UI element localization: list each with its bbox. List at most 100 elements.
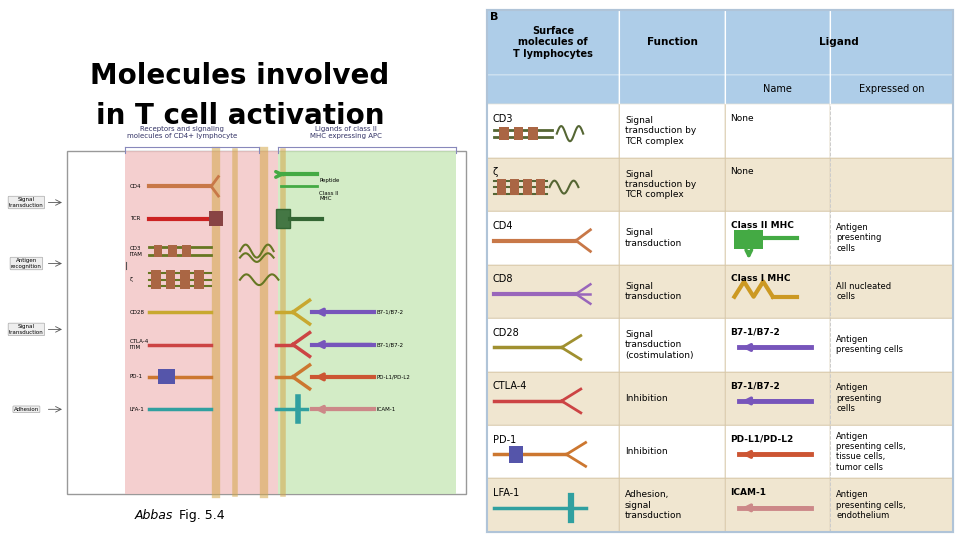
Text: Antigen
recognition: Antigen recognition — [11, 258, 42, 269]
Text: Class I MHC: Class I MHC — [731, 274, 790, 284]
Text: Antigen
presenting
cells: Antigen presenting cells — [836, 383, 881, 413]
Text: PD-L1/PD-L2: PD-L1/PD-L2 — [731, 435, 794, 444]
Bar — [522, 179, 532, 195]
Bar — [619, 478, 725, 532]
Text: LFA-1: LFA-1 — [493, 488, 519, 498]
Bar — [154, 245, 162, 257]
Bar — [725, 318, 830, 372]
Text: Antigen
presenting
cells: Antigen presenting cells — [836, 223, 881, 253]
Bar — [487, 318, 619, 372]
Text: Signal
transduction: Signal transduction — [625, 228, 683, 247]
Text: CD28: CD28 — [130, 309, 145, 315]
Bar — [619, 372, 725, 425]
Bar — [510, 179, 519, 195]
Bar — [830, 478, 952, 532]
Bar — [487, 478, 619, 532]
Text: All nucleated
cells: All nucleated cells — [836, 282, 891, 301]
Bar — [497, 179, 507, 195]
Bar — [208, 211, 223, 226]
Bar — [166, 270, 176, 289]
Text: ζ: ζ — [130, 277, 132, 282]
Text: Class II
MHC: Class II MHC — [319, 191, 339, 201]
Text: ICAM-1: ICAM-1 — [376, 407, 396, 412]
FancyBboxPatch shape — [67, 151, 466, 494]
Text: Inhibition: Inhibition — [625, 394, 667, 403]
Text: Signal
transduction
(costimulation): Signal transduction (costimulation) — [625, 330, 693, 360]
Text: B7-1/B7-2: B7-1/B7-2 — [376, 309, 404, 315]
Bar — [182, 245, 191, 257]
Bar — [487, 104, 619, 158]
Bar — [725, 425, 830, 478]
Text: Ligands of class II
MHC expressing APC: Ligands of class II MHC expressing APC — [310, 126, 381, 139]
Bar — [725, 158, 830, 211]
Bar — [725, 10, 830, 75]
Text: Receptors and signaling
molecules of CD4+ lymphocyte: Receptors and signaling molecules of CD4… — [128, 126, 237, 139]
Bar — [619, 10, 725, 75]
Bar — [830, 10, 952, 75]
Bar — [830, 372, 952, 425]
Text: PD-1: PD-1 — [130, 374, 143, 380]
Bar — [619, 211, 725, 265]
Bar — [725, 75, 830, 104]
Bar — [725, 104, 830, 158]
Bar — [487, 158, 619, 211]
Text: CTLA-4
ITIM: CTLA-4 ITIM — [130, 339, 149, 350]
Bar — [725, 211, 830, 265]
Bar — [499, 127, 509, 140]
Text: CD4: CD4 — [493, 221, 514, 231]
Text: Class II MHC: Class II MHC — [731, 221, 793, 230]
Bar — [830, 318, 952, 372]
Text: Surface
molecules of
T lymphocytes: Surface molecules of T lymphocytes — [514, 25, 593, 59]
Bar — [158, 369, 175, 384]
Bar — [830, 425, 952, 478]
Text: Signal
transduction: Signal transduction — [625, 282, 683, 301]
Bar — [725, 265, 830, 318]
Text: Signal
transduction: Signal transduction — [9, 197, 44, 208]
Bar — [830, 211, 952, 265]
Text: PD-1: PD-1 — [493, 435, 516, 445]
Text: PD-L1/PD-L2: PD-L1/PD-L2 — [376, 374, 411, 380]
Bar — [487, 10, 619, 75]
Text: None: None — [731, 114, 755, 123]
Text: Ligand: Ligand — [819, 37, 858, 47]
Text: B: B — [490, 12, 498, 23]
Bar — [194, 270, 204, 289]
Text: in T cell activation: in T cell activation — [96, 102, 384, 130]
Text: Molecules involved: Molecules involved — [90, 62, 390, 90]
Text: None: None — [731, 167, 755, 177]
Text: CD28: CD28 — [493, 328, 519, 338]
Bar — [619, 265, 725, 318]
Text: B7-1/B7-2: B7-1/B7-2 — [731, 381, 780, 390]
Bar — [830, 265, 952, 318]
Bar — [487, 425, 619, 478]
Bar — [514, 127, 523, 140]
Text: CD3: CD3 — [493, 114, 514, 124]
Bar — [619, 104, 725, 158]
Bar — [619, 75, 725, 104]
FancyBboxPatch shape — [487, 10, 952, 532]
Bar — [619, 158, 725, 211]
Bar — [830, 104, 952, 158]
Bar — [830, 158, 952, 211]
Text: CD8: CD8 — [493, 274, 514, 285]
Text: TCR: TCR — [130, 216, 140, 221]
Bar — [619, 318, 725, 372]
Text: Signal
transduction by
TCR complex: Signal transduction by TCR complex — [625, 170, 696, 199]
Bar — [487, 75, 619, 104]
Bar — [725, 372, 830, 425]
Text: CTLA-4: CTLA-4 — [493, 381, 527, 391]
Text: B7-1/B7-2: B7-1/B7-2 — [376, 342, 404, 347]
Text: Adhesion,
signal
transduction: Adhesion, signal transduction — [625, 490, 683, 520]
Bar — [536, 179, 545, 195]
Text: Antigen
presenting cells,
tissue cells,
tumor cells: Antigen presenting cells, tissue cells, … — [836, 431, 906, 472]
Text: Inhibition: Inhibition — [625, 447, 667, 456]
Bar — [278, 151, 456, 494]
Text: B7-1/B7-2: B7-1/B7-2 — [731, 328, 780, 337]
Bar — [619, 425, 725, 478]
Text: Antigen
presenting cells: Antigen presenting cells — [836, 335, 903, 354]
Bar — [830, 75, 952, 104]
Bar — [509, 446, 523, 462]
Text: ζ: ζ — [493, 167, 498, 178]
Bar — [180, 270, 190, 289]
Bar — [725, 478, 830, 532]
